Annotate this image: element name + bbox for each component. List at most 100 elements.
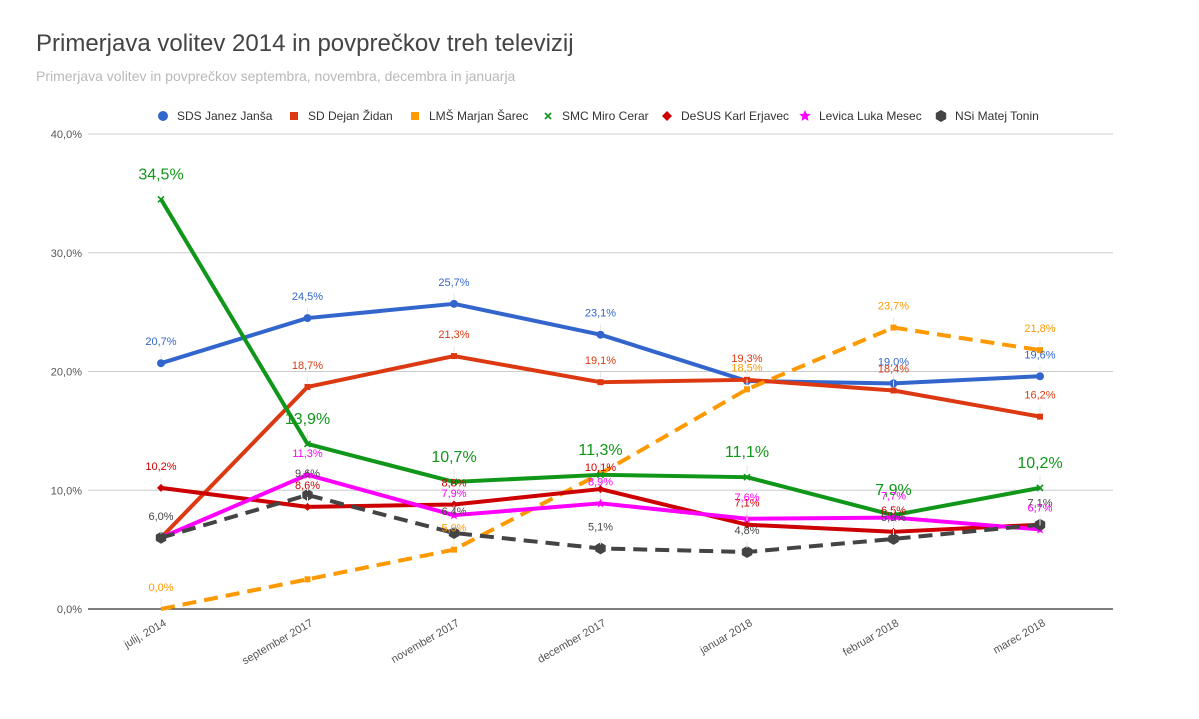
data-labels: 20,7% 24,5% 25,7% 23,1% 19,0% 19,6% 18,7% 21,3%…: [138, 166, 1063, 605]
legend-item[interactable]: DeSUS Karl Erjavec: [662, 109, 789, 123]
data-label: 10,7%: [431, 449, 476, 466]
data-label: 11,3%: [578, 442, 622, 459]
marker-circle: [303, 314, 312, 323]
marker-star: [888, 512, 899, 522]
legend-item[interactable]: Levica Luka Mesec: [799, 109, 922, 123]
data-label: 7,6%: [734, 492, 759, 504]
data-label: 5,9%: [881, 512, 906, 524]
y-tick-label: 40,0%: [51, 129, 82, 141]
marker-square: [890, 387, 897, 394]
data-label: 16,2%: [1024, 390, 1055, 402]
marker-circle: [596, 330, 605, 339]
legend: SDS Janez Janša SD Dejan Židan LMŠ Marjan …: [158, 108, 1039, 123]
marker-x: [303, 440, 312, 448]
x-axis: julij, 2014 september 2017 november 2017 de…: [121, 617, 1047, 667]
data-label: 19,0%: [878, 356, 909, 368]
legend-item[interactable]: SMC Miro Cerar: [544, 109, 649, 123]
x-tick-label: november 2017: [389, 617, 461, 666]
legend-label: SD Dejan Židan: [308, 108, 393, 123]
data-label: 25,7%: [438, 277, 469, 289]
marker-hexagon: [935, 110, 947, 122]
marker-square: [304, 383, 311, 390]
marker-square: [597, 379, 604, 386]
series-nsi-matej-tonin: [155, 489, 1046, 558]
data-label: 23,1%: [585, 308, 616, 320]
marker-hexagon: [741, 546, 753, 558]
marker-star: [302, 469, 313, 479]
legend-label: NSi Matej Tonin: [955, 109, 1039, 123]
data-label: 19,3%: [731, 353, 762, 365]
marker-circle: [450, 299, 458, 308]
data-label: 0,0%: [148, 582, 173, 594]
data-label: 13,9%: [285, 411, 330, 428]
y-tick-label: 30,0%: [51, 248, 82, 260]
legend-item[interactable]: LMŠ Marjan Šarec: [411, 108, 528, 123]
marker-x: [596, 471, 605, 479]
legend-item[interactable]: NSi Matej Tonin: [935, 109, 1039, 123]
data-label: 7,1%: [1027, 498, 1052, 510]
chart-title: Primerjava volitev 2014 in povprečkov tr…: [36, 30, 574, 57]
legend-label: SMC Miro Cerar: [562, 109, 649, 123]
marker-square: [411, 112, 419, 120]
data-label: 8,8%: [441, 478, 466, 490]
data-label: 6,7%: [1027, 502, 1052, 514]
marker-x: [1036, 484, 1044, 492]
data-label: 10,1%: [585, 462, 616, 474]
marker-circle: [157, 359, 165, 368]
marker-square: [304, 576, 311, 583]
data-label: 8,9%: [588, 476, 613, 488]
data-label: 5,1%: [588, 521, 613, 533]
marker-hexagon: [888, 532, 899, 545]
data-label: 18,4%: [878, 364, 909, 376]
marker-diamond: [743, 520, 751, 529]
series-lines: [155, 195, 1046, 611]
marker-square: [451, 546, 457, 553]
x-tick-label: december 2017: [536, 617, 608, 666]
marker-star: [449, 510, 459, 520]
marker-circle: [158, 111, 168, 121]
data-label: 7,9%: [875, 482, 911, 499]
legend-label: SDS Janez Janša: [177, 109, 273, 123]
marker-diamond: [157, 483, 165, 492]
marker-hexagon: [155, 531, 167, 544]
data-label: 18,7%: [292, 360, 323, 372]
marker-circle: [1036, 372, 1044, 381]
data-label: 18,5%: [731, 362, 762, 374]
x-tick-label: julij, 2014: [121, 617, 168, 651]
data-label: 6,4%: [441, 506, 466, 518]
data-label: 9,6%: [295, 468, 320, 480]
y-axis: 0,0% 10,0% 20,0% 30,0% 40,0%: [51, 129, 82, 616]
data-label: 34,5%: [138, 166, 183, 183]
legend-item[interactable]: SDS Janez Janša: [158, 109, 273, 123]
marker-star: [595, 498, 606, 508]
marker-square: [290, 112, 298, 120]
x-tick-label: marec 2018: [991, 617, 1047, 656]
marker-diamond: [596, 485, 605, 494]
marker-x: [157, 195, 165, 203]
y-tick-label: 20,0%: [51, 367, 82, 379]
data-label: 24,5%: [292, 291, 323, 303]
data-label: 11,1%: [725, 444, 769, 461]
marker-diamond: [450, 500, 458, 509]
legend-item[interactable]: SD Dejan Židan: [290, 108, 393, 123]
marker-star: [799, 110, 811, 121]
marker-square: [1037, 413, 1043, 420]
data-label: 4,8%: [734, 525, 759, 537]
marker-hexagon: [448, 527, 460, 539]
data-label: 7,9%: [441, 488, 466, 500]
y-tick-label: 10,0%: [51, 485, 82, 497]
data-label: 21,3%: [438, 329, 469, 341]
chart-subtitle: Primerjava volitev in povprečkov septemb…: [36, 68, 516, 84]
marker-hexagon: [302, 489, 313, 501]
data-label: 6,0%: [148, 511, 173, 523]
marker-hexagon: [595, 542, 606, 555]
marker-square: [890, 324, 897, 331]
data-label: 19,6%: [1024, 349, 1055, 361]
gridlines: [88, 133, 1113, 610]
x-tick-label: september 2017: [240, 617, 315, 667]
data-label: 10,2%: [1017, 455, 1062, 472]
x-tick-label: januar 2018: [697, 617, 754, 657]
marker-x: [450, 478, 458, 486]
data-label: 23,7%: [878, 301, 909, 313]
